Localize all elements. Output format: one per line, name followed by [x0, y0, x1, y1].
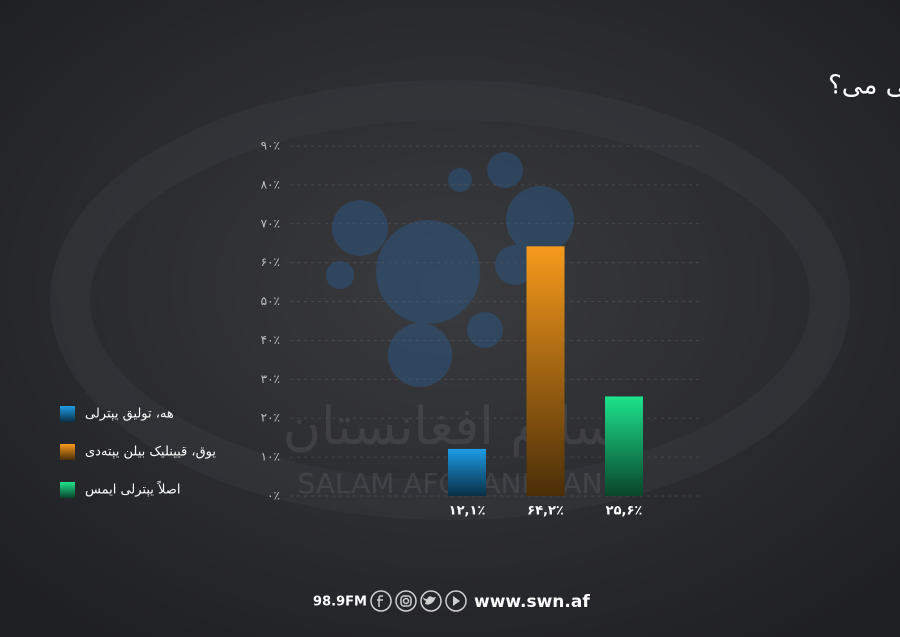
y-tick-label: ۲۰٪	[261, 411, 280, 425]
y-tick-label: ۸۰٪	[261, 177, 280, 191]
value-label: ۲۵,۶٪	[606, 504, 643, 519]
y-tick-label: ۰٪	[267, 489, 280, 503]
social-icons	[370, 590, 467, 612]
y-tick-label: ۵۰٪	[261, 294, 280, 308]
legend-label: اصلاً یېترلی ایمس	[85, 481, 180, 498]
bar	[526, 246, 565, 496]
y-tick-label: ۱۰٪	[261, 450, 280, 464]
map-decoration	[326, 152, 574, 387]
bar	[448, 448, 486, 496]
y-tick-label: ۶۰٪	[261, 255, 280, 269]
value-label: ۱۲,۱٪	[449, 504, 486, 519]
chart-title: عایله‌وی درآمد یشش خروجتلرینی تأمینلش او…	[828, 66, 900, 101]
bar	[605, 396, 643, 496]
legend-swatch	[60, 444, 75, 460]
y-tick-label: ۹۰٪	[261, 139, 280, 153]
website: www.swn.af	[474, 592, 590, 612]
legend-label: یوق، قیینلیک بیلن یېتەدی	[85, 445, 216, 460]
legend-swatch	[60, 482, 75, 498]
y-tick-label: ۷۰٪	[261, 216, 280, 230]
watermark: سلام افغانستان	[283, 397, 617, 457]
legend-label: هه، تولیق یېترلی	[85, 407, 174, 422]
y-tick-label: ۳۰٪	[261, 372, 280, 386]
radio-label: 98.9FM	[313, 595, 367, 610]
globe-decoration	[50, 80, 850, 520]
legend-swatch	[60, 406, 75, 422]
y-tick-label: ۴۰٪	[261, 333, 280, 347]
value-label: ۶۴,۲٪	[527, 504, 564, 519]
footer: 98.9FM www.swn.af	[313, 590, 590, 612]
